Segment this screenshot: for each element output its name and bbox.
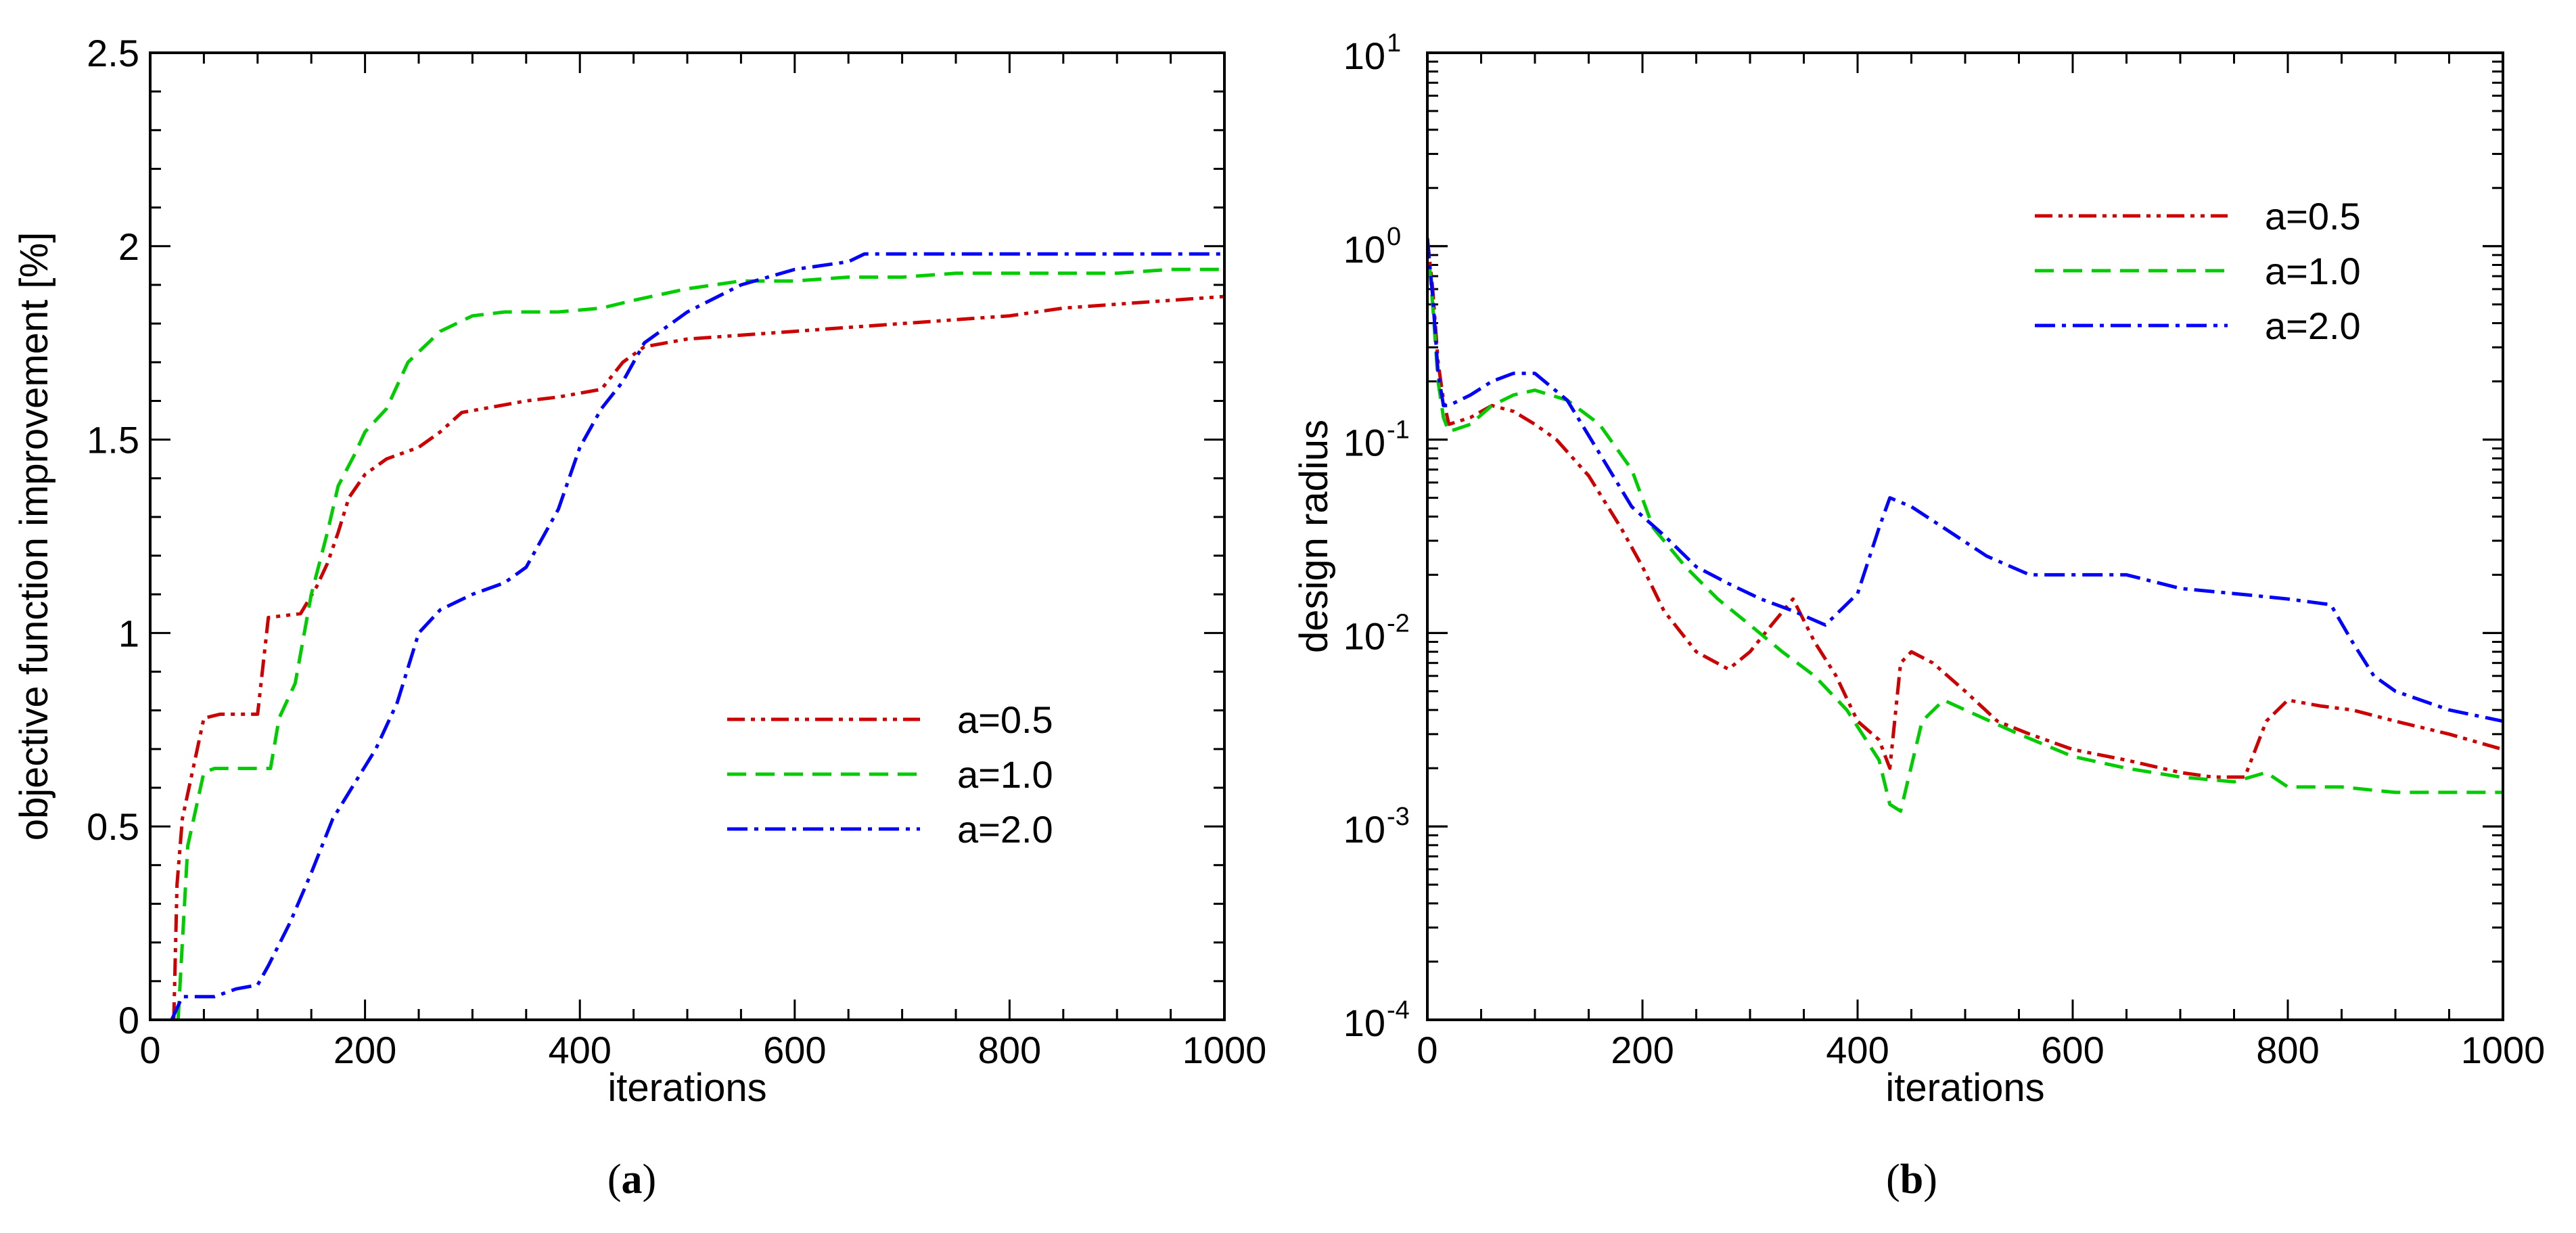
series-line-a=2.0 xyxy=(1427,238,2503,723)
y-tick-label: 10 xyxy=(1343,228,1385,271)
x-tick-label: 800 xyxy=(978,1029,1041,1071)
legend-label: a=0.5 xyxy=(957,698,1053,741)
y-tick-label: 0 xyxy=(118,999,139,1041)
y-tick-exponent: -3 xyxy=(1387,803,1410,831)
y-tick-label: 2 xyxy=(118,225,139,268)
x-tick-label: 800 xyxy=(2256,1029,2319,1071)
x-tick-label: 600 xyxy=(763,1029,826,1071)
y-tick-exponent: -1 xyxy=(1387,416,1410,445)
y-tick-base: 10 xyxy=(1343,422,1385,464)
y-tick-base: 10 xyxy=(1343,1002,1385,1044)
y-tick-exponent: -4 xyxy=(1387,996,1410,1025)
panel-caption: (a) xyxy=(607,1157,656,1203)
y-tick-label: 1.5 xyxy=(87,419,139,462)
y-tick-label: 10 xyxy=(1343,808,1385,851)
panel-caption-letter: b xyxy=(1900,1157,1923,1203)
x-tick-label: 0 xyxy=(1417,1029,1438,1071)
panel-caption: (b) xyxy=(1886,1157,1937,1203)
series-line-a=2.0 xyxy=(170,252,1224,1020)
legend-label: a=1.0 xyxy=(2265,250,2361,292)
plot-frame xyxy=(1426,51,2504,1021)
x-axis-title: iterations xyxy=(1885,1066,2044,1110)
y-tick-label: 10 xyxy=(1343,422,1385,464)
y-tick-base: 10 xyxy=(1343,228,1385,271)
plot-frame xyxy=(149,51,1226,1021)
series-line-a=0.5 xyxy=(172,294,1224,1020)
x-tick-label: 600 xyxy=(2041,1029,2104,1071)
y-tick-label: 0.5 xyxy=(87,805,139,848)
y-axis-title: design radius xyxy=(1292,420,1336,653)
x-tick-label: 1000 xyxy=(1182,1029,1267,1071)
x-axis-title: iterations xyxy=(607,1066,766,1110)
y-tick-base: 10 xyxy=(1343,614,1385,657)
y-tick-label: 2.5 xyxy=(87,32,139,74)
x-tick-label: 400 xyxy=(1826,1029,1889,1071)
legend-label: a=0.5 xyxy=(2265,195,2361,238)
x-tick-label: 200 xyxy=(334,1029,396,1071)
panel-caption-letter: a xyxy=(622,1157,643,1203)
series-line-a=1.0 xyxy=(1427,238,2503,813)
y-tick-label: 1 xyxy=(118,612,139,654)
x-tick-label: 0 xyxy=(139,1029,160,1071)
y-tick-base: 10 xyxy=(1343,808,1385,851)
legend-label: a=1.0 xyxy=(957,753,1053,796)
legend-label: a=2.0 xyxy=(957,808,1053,851)
x-tick-label: 400 xyxy=(548,1029,611,1071)
y-axis-title: objective function improvement [%] xyxy=(12,232,56,840)
y-tick-label: 10 xyxy=(1343,614,1385,657)
y-tick-label: 10 xyxy=(1343,35,1385,77)
series-line-a=1.0 xyxy=(176,267,1224,1020)
y-tick-exponent: 0 xyxy=(1387,223,1401,251)
x-tick-label: 200 xyxy=(1611,1029,1674,1071)
y-tick-base: 10 xyxy=(1343,35,1385,77)
legend-label: a=2.0 xyxy=(2265,305,2361,347)
y-tick-label: 10 xyxy=(1343,1002,1385,1044)
x-tick-label: 1000 xyxy=(2461,1029,2546,1071)
y-tick-exponent: 1 xyxy=(1387,29,1401,58)
panel-a: 0 200 400 600 800 1000 0 0.5 1 1.5 2 2.5 a=0.5 a=1.0 a… xyxy=(12,32,1266,1203)
y-tick-exponent: -2 xyxy=(1387,609,1410,637)
